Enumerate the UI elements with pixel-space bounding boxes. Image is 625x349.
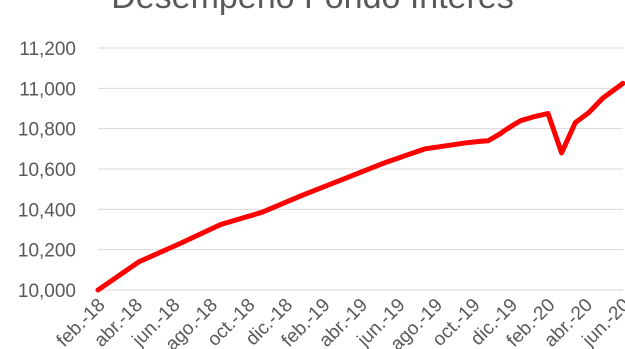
series-layer	[95, 80, 625, 293]
x-axis-ticks: feb.-18abr.-18jun.-18ago.-18oct.-18dic.-…	[53, 295, 625, 349]
grid-lines	[98, 47, 623, 291]
y-tick-label: 10,400	[18, 200, 76, 221]
y-tick-label: 11,200	[19, 39, 76, 60]
series-line	[95, 80, 625, 293]
chart-title: Desempeño Fondo Interés	[0, 0, 625, 17]
y-axis-ticks: 10,000 10,200 10,400 10,600 10,800 11,000 11,2…	[18, 39, 76, 302]
y-tick-label: 10,000	[18, 281, 76, 302]
y-tick-label: 10,600	[18, 160, 76, 181]
y-tick-label: 10,800	[18, 120, 76, 141]
y-tick-label: 11,000	[19, 79, 76, 100]
y-tick-label: 10,200	[18, 241, 76, 262]
